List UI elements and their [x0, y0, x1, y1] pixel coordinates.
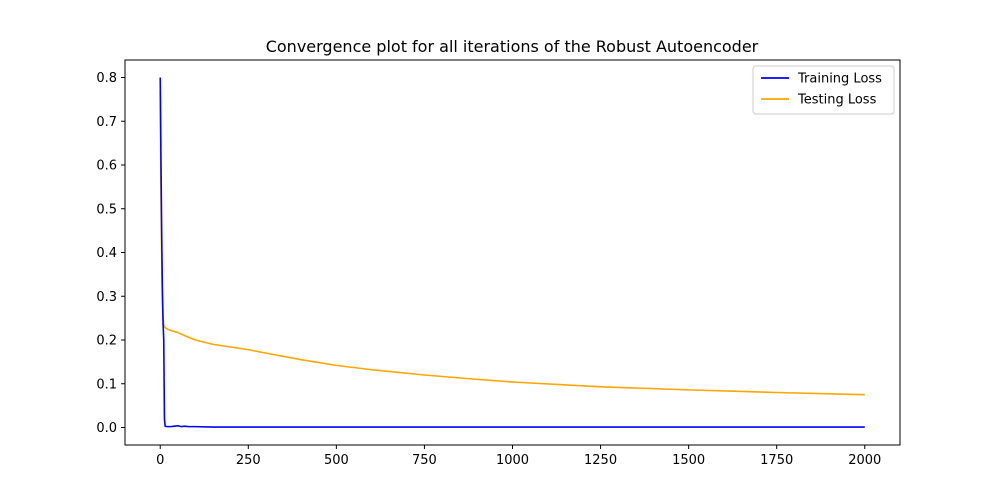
y-tick-label: 0.5 — [96, 202, 117, 217]
y-tick-label: 0.6 — [96, 159, 117, 174]
y-tick-label: 0.7 — [96, 115, 117, 130]
y-tick-label: 0.2 — [96, 334, 117, 349]
plot-area — [124, 59, 901, 446]
y-axis: 0.0 0.1 0.2 0.3 0.4 0.5 0.6 0.7 0.8 — [96, 71, 125, 436]
axes-frame — [124, 59, 901, 446]
y-tick-label: 0.1 — [96, 377, 117, 392]
y-tick-label: 0.8 — [96, 71, 117, 86]
x-tick-label: 0 — [156, 453, 164, 468]
legend-label-training-loss: Training Loss — [797, 72, 882, 87]
legend: Training Loss Testing Loss — [752, 65, 895, 115]
x-tick-label: 1250 — [584, 453, 617, 468]
x-tick-label: 750 — [412, 453, 437, 468]
x-tick-label: 1500 — [672, 453, 705, 468]
x-axis: 0 250 500 750 1000 1250 1500 1750 2000 — [156, 445, 881, 468]
x-tick-label: 2000 — [848, 453, 881, 468]
testing-loss-line — [159, 90, 865, 396]
x-tick-label: 1000 — [496, 453, 529, 468]
legend-label-testing-loss: Testing Loss — [797, 93, 877, 108]
x-tick-label: 250 — [236, 453, 261, 468]
y-tick-label: 0.4 — [96, 246, 117, 261]
x-tick-label: 500 — [324, 453, 349, 468]
chart-title: Convergence plot for all iterations of t… — [266, 37, 759, 56]
y-tick-label: 0.0 — [96, 421, 117, 436]
training-loss-line — [159, 77, 865, 428]
series-layer — [159, 77, 865, 428]
y-tick-label: 0.3 — [96, 290, 117, 305]
x-tick-label: 1750 — [760, 453, 793, 468]
